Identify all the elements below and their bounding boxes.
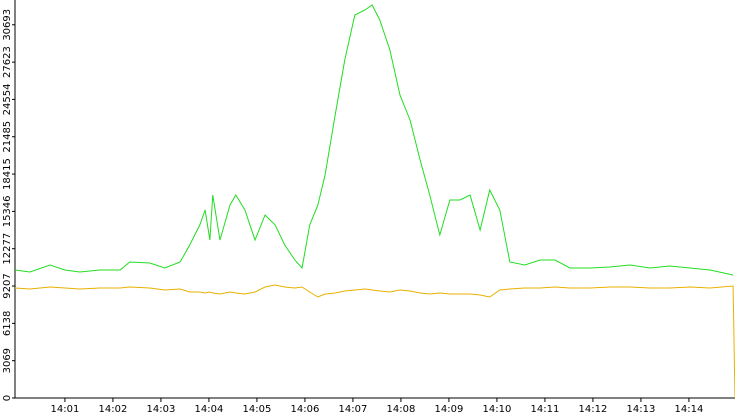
x-tick-label: 14:12 xyxy=(579,404,608,415)
y-tick-label: 3069 xyxy=(2,348,13,373)
y-tick-label: 15346 xyxy=(2,195,13,227)
x-tick-label: 14:07 xyxy=(339,404,368,415)
y-tick-label: 27623 xyxy=(2,46,13,78)
y-tick-label: 6138 xyxy=(2,311,13,336)
x-tick-label: 14:01 xyxy=(51,404,80,415)
x-tick-label: 14:09 xyxy=(435,404,464,415)
x-tick-label: 14:13 xyxy=(627,404,656,415)
y-tick-label: 12277 xyxy=(2,233,13,265)
x-tick-label: 14:05 xyxy=(243,404,272,415)
x-tick-label: 14:08 xyxy=(387,404,416,415)
x-tick-label: 14:06 xyxy=(291,404,320,415)
y-tick-label: 24554 xyxy=(2,84,13,116)
x-tick-label: 14:03 xyxy=(147,404,176,415)
y-tick-label: 18415 xyxy=(2,158,13,190)
y-tick-label: 0 xyxy=(2,395,13,401)
series-line xyxy=(14,284,735,399)
series-line xyxy=(14,4,734,276)
y-tick-label: 30693 xyxy=(2,9,13,41)
x-tick-label: 14:02 xyxy=(99,404,128,415)
x-tick-label: 14:11 xyxy=(531,404,560,415)
y-tick-label: 9207 xyxy=(2,273,13,298)
y-tick-label: 21485 xyxy=(2,121,13,153)
x-tick-label: 14:10 xyxy=(483,404,512,415)
x-tick-label: 14:04 xyxy=(195,404,224,415)
x-tick-label: 14:14 xyxy=(675,404,704,415)
